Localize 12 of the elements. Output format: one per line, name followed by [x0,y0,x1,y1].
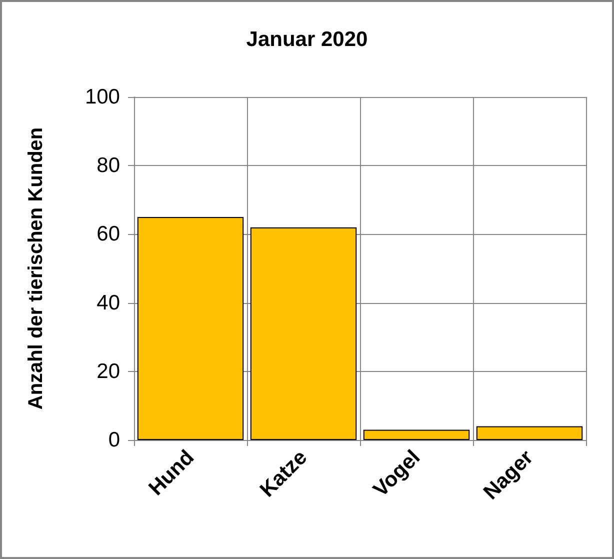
bar [476,426,583,440]
y-tick-label: 0 [108,428,120,452]
bar [137,217,244,440]
bar [363,430,470,440]
y-tick-label: 20 [96,360,120,383]
chart-title: Januar 2020 [246,28,368,51]
y-tick-label: 80 [96,154,120,178]
y-tick-label: 100 [84,86,120,108]
y-tick-label: 40 [96,291,120,314]
y-tick-label: 60 [96,222,120,246]
bar [250,227,357,440]
y-axis-title: Anzahl der tierischen Kunden [25,127,47,410]
